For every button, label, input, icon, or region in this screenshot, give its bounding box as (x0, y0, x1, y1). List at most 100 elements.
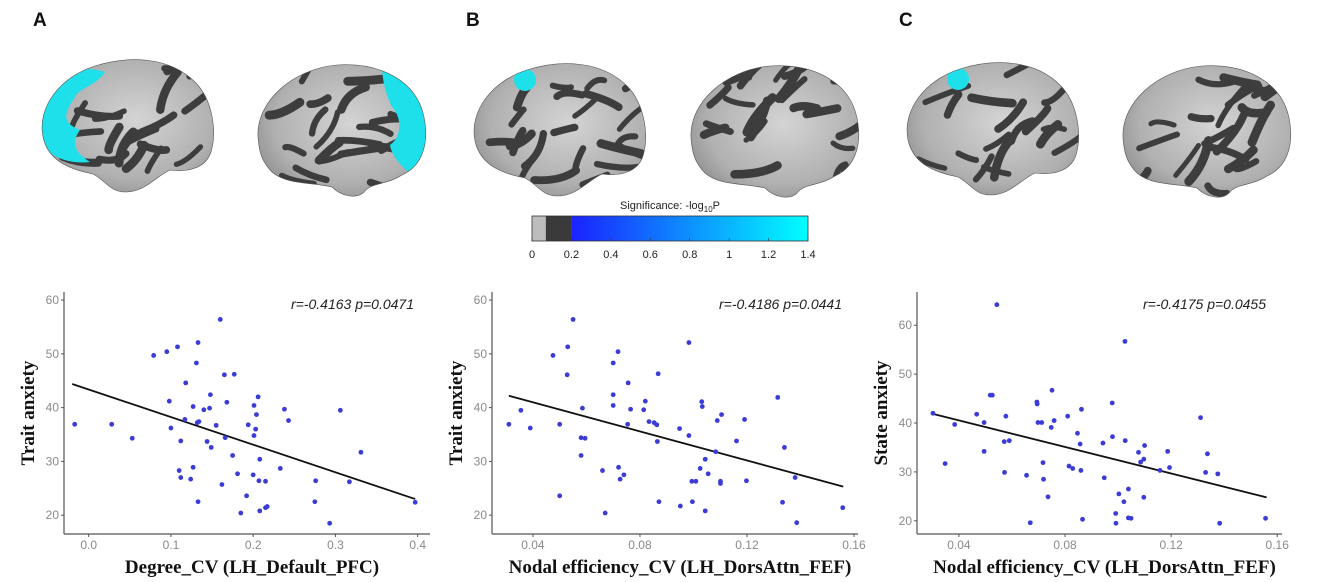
data-point (713, 449, 719, 455)
data-point (183, 380, 189, 386)
data-point (734, 438, 739, 444)
data-point (1077, 441, 1083, 447)
data-point (625, 380, 631, 386)
data-point (257, 508, 263, 514)
colorbar-segment (532, 216, 546, 241)
sulcus (1215, 85, 1246, 129)
data-point (642, 398, 648, 404)
data-point (616, 464, 621, 470)
data-point (602, 510, 608, 516)
brain-c-lateral (906, 62, 1079, 196)
sulcus (722, 95, 756, 108)
sulcus (298, 64, 322, 85)
data-point (253, 426, 259, 432)
data-point (656, 499, 662, 505)
colorbar-gradient (571, 216, 808, 241)
data-point (1024, 472, 1029, 478)
data-point (550, 353, 556, 358)
data-point (257, 456, 263, 462)
x-tick-label: 0.12 (735, 538, 759, 552)
y-tick-label: 30 (474, 454, 488, 468)
scatter-plot-c: 20 30 40 50 60 0.04 0.08 0.12 0.16 Nodal efficien… (871, 292, 1289, 578)
data-point (686, 433, 692, 438)
sulcus (1204, 182, 1231, 198)
sulcus (520, 130, 548, 170)
x-tick-label: 0.2 (245, 538, 262, 552)
sulcus (1187, 113, 1215, 123)
data-point (1048, 425, 1054, 430)
x-axis-title: Nodal efficiency_CV (LH_DorsAttn_FEF) (933, 557, 1276, 578)
data-point (1203, 470, 1209, 475)
y-tick-label: 60 (46, 293, 60, 307)
data-points (72, 317, 418, 526)
data-point (699, 404, 705, 409)
data-point (1041, 476, 1046, 482)
correlation-annotation: r=-0.4175 p=0.0455 (1143, 296, 1266, 312)
sulcus (104, 122, 124, 155)
sulcus (186, 68, 214, 80)
data-point (204, 439, 210, 444)
data-point (1035, 420, 1041, 425)
sulcus (138, 111, 178, 136)
sulcus (943, 90, 963, 119)
data-point (190, 404, 196, 409)
sulcus (830, 74, 859, 85)
cortex-outline (906, 62, 1079, 196)
data-point (1100, 440, 1106, 446)
data-point (1167, 465, 1172, 470)
sulcus (306, 94, 332, 108)
sulcus (343, 74, 392, 86)
sulcus (308, 106, 329, 137)
data-point (527, 425, 533, 431)
data-point (1002, 470, 1007, 475)
data-point (1075, 430, 1080, 436)
correlation-annotation: r=-0.4186 p=0.0441 (719, 296, 842, 312)
data-point (1109, 400, 1115, 406)
sulcus (621, 68, 646, 93)
data-point (213, 422, 219, 428)
colorbar-title: Significance: -log10P (620, 200, 720, 214)
panel-letter-c: C (899, 10, 913, 31)
data-point (1121, 499, 1127, 505)
data-point (1001, 439, 1007, 444)
data-point (617, 476, 623, 482)
brain-surfaces (41, 59, 1292, 198)
sulcus (572, 145, 587, 171)
data-point (1157, 468, 1163, 473)
sulcus (582, 89, 623, 111)
y-tick-label: 20 (46, 508, 60, 522)
sulcus (616, 100, 646, 132)
data-point (313, 478, 319, 484)
x-tick-label: 0.08 (1053, 538, 1077, 552)
sulcus (550, 123, 579, 137)
data-point (1165, 448, 1171, 454)
data-point (230, 453, 236, 458)
y-tick-label: 30 (46, 454, 60, 468)
x-axis-title: Nodal efficiency_CV (LH_DorsAttn_FEF) (509, 557, 852, 578)
data-point (221, 372, 227, 378)
brain-a-lateral (41, 59, 214, 193)
data-point (719, 412, 724, 418)
data-point (201, 407, 207, 413)
sulcus (955, 150, 980, 163)
data-point (251, 433, 257, 438)
data-point (286, 418, 291, 423)
colorbar-tick-label: 0.2 (564, 249, 579, 261)
sulcus (1273, 65, 1291, 86)
data-point (1006, 438, 1012, 444)
y-tick-label: 40 (46, 401, 60, 415)
data-point (580, 405, 585, 411)
data-point (250, 472, 256, 478)
sulci-pattern (699, 65, 859, 183)
regression-line (71, 383, 416, 500)
x-tick-label: 0.08 (628, 538, 652, 552)
cortex-outline (257, 64, 427, 197)
data-point (1113, 520, 1119, 526)
data-point (655, 371, 661, 377)
data-point (615, 349, 621, 355)
colorbar-tick-label: 0 (529, 249, 535, 261)
colorbar-segment (545, 216, 572, 241)
sulcus (1173, 142, 1201, 178)
y-tick-label: 60 (474, 293, 488, 307)
data-point (1113, 511, 1119, 516)
